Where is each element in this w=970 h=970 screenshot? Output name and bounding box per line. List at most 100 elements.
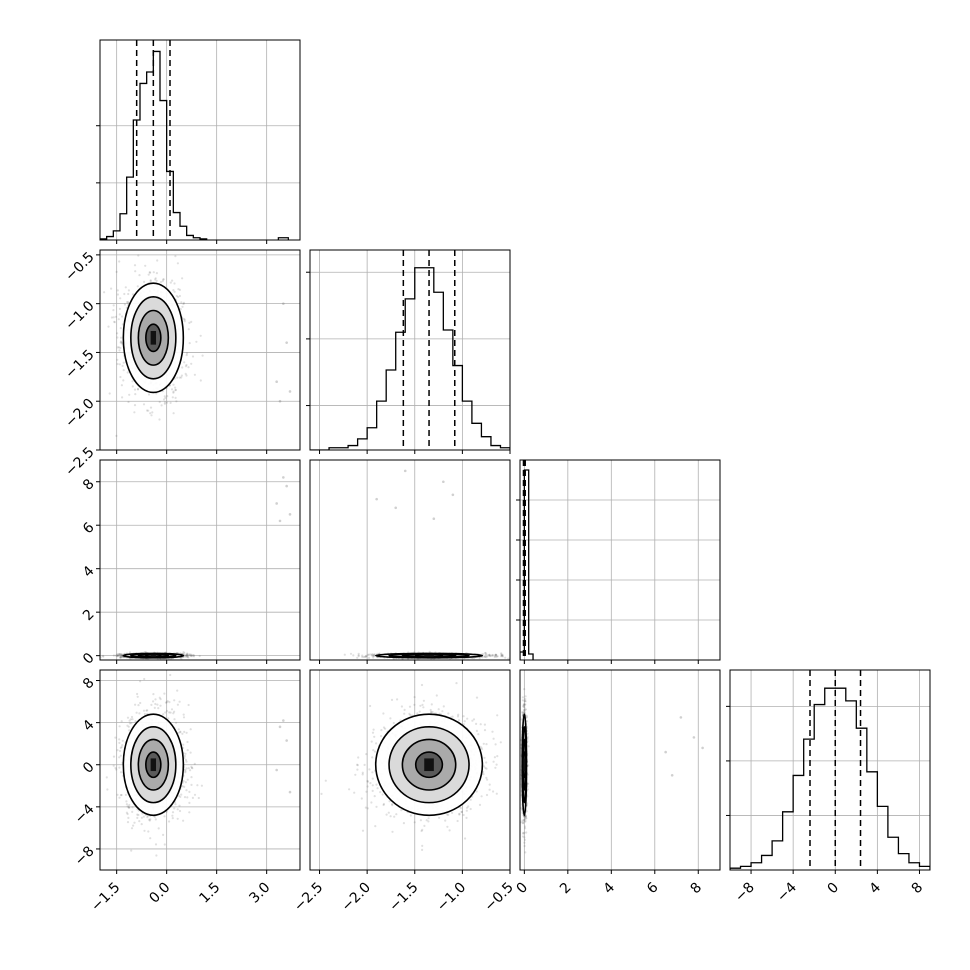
- scatter-point: [494, 653, 497, 656]
- scatter-point: [504, 656, 507, 659]
- scatter-point: [120, 655, 123, 659]
- scatter-point: [172, 383, 175, 386]
- scatter-point: [190, 653, 193, 656]
- scatter-point: [164, 701, 168, 704]
- density-peak: [150, 654, 157, 657]
- scatter-point: [126, 821, 130, 824]
- scatter-point: [126, 371, 129, 374]
- scatter-point: [114, 766, 117, 770]
- scatter-point: [112, 654, 115, 657]
- scatter-point: [115, 654, 118, 657]
- scatter-point: [361, 654, 364, 657]
- scatter-point: [119, 656, 122, 659]
- scatter-outlier: [278, 399, 282, 403]
- scatter-point: [182, 713, 185, 716]
- scatter-outlier: [394, 506, 398, 510]
- scatter-point: [181, 305, 184, 308]
- scatter-point: [165, 401, 169, 404]
- y-tick-label: −0.5: [62, 249, 97, 284]
- panel-2-2: [516, 459, 721, 664]
- scatter-point: [102, 655, 105, 658]
- scatter-point: [118, 654, 121, 657]
- scatter-point: [143, 280, 146, 283]
- scatter-point: [481, 656, 484, 659]
- scatter-point: [501, 654, 504, 658]
- scatter-point: [168, 820, 171, 823]
- scatter-point: [178, 294, 181, 298]
- scatter-point: [500, 652, 503, 655]
- scatter-point: [110, 316, 113, 319]
- panel-content: [100, 476, 292, 660]
- scatter-point: [120, 655, 123, 658]
- scatter-point: [149, 279, 152, 282]
- scatter-outlier: [282, 302, 285, 305]
- scatter-outlier: [275, 502, 278, 505]
- scatter-point: [186, 653, 189, 656]
- scatter-point: [155, 272, 158, 275]
- scatter-point: [149, 818, 152, 821]
- scatter-point: [107, 325, 110, 328]
- scatter-point: [153, 706, 156, 710]
- scatter-point: [516, 655, 518, 657]
- scatter-point: [177, 288, 180, 291]
- scatter-point: [121, 315, 124, 318]
- scatter-point: [154, 277, 157, 280]
- scatter-point: [171, 279, 174, 282]
- scatter-point: [171, 817, 174, 820]
- scatter-point: [378, 652, 381, 655]
- scatter-point: [189, 654, 192, 657]
- scatter-point: [119, 341, 122, 344]
- scatter-point: [112, 764, 115, 767]
- scatter-point: [130, 827, 134, 830]
- scatter-point: [485, 653, 488, 656]
- y-tick-label: 6: [80, 520, 98, 538]
- scatter-point: [130, 722, 133, 725]
- scatter-point: [181, 277, 184, 280]
- scatter-point: [174, 386, 177, 389]
- scatter-point: [507, 657, 510, 660]
- scatter-point: [127, 725, 130, 728]
- scatter-point: [112, 304, 115, 307]
- scatter-point: [189, 728, 192, 731]
- scatter-point: [372, 656, 375, 659]
- scatter-point: [494, 653, 497, 657]
- scatter-point: [166, 395, 169, 398]
- gridlines: [319, 460, 463, 660]
- scatter-point: [120, 341, 123, 344]
- scatter-point: [147, 409, 150, 412]
- scatter-point: [151, 411, 154, 414]
- scatter-point: [472, 657, 476, 660]
- scatter-point: [116, 653, 119, 656]
- scatter-point: [118, 363, 121, 366]
- scatter-point: [193, 373, 196, 376]
- scatter-point: [155, 279, 158, 282]
- panel-frame: [99, 459, 301, 661]
- scatter-point: [129, 718, 132, 721]
- scatter-point: [494, 653, 497, 656]
- y-tick-label: 8: [80, 476, 98, 494]
- scatter-point: [183, 361, 186, 364]
- scatter-point: [178, 288, 181, 291]
- scatter-point: [121, 364, 124, 367]
- scatter-point: [176, 376, 179, 379]
- scatter-point: [119, 653, 122, 656]
- gridlines: [520, 460, 720, 660]
- scatter-point: [116, 358, 119, 361]
- y-tick-label: −2.0: [62, 396, 97, 431]
- scatter-point: [112, 755, 116, 758]
- scatter-point: [495, 655, 498, 658]
- scatter-point: [115, 434, 118, 437]
- scatter-point: [191, 796, 194, 800]
- scatter-point: [164, 711, 167, 714]
- scatter-point: [106, 788, 109, 791]
- scatter-point: [162, 833, 165, 837]
- scatter-outlier: [403, 469, 407, 473]
- scatter-point: [163, 402, 166, 405]
- scatter-point: [357, 654, 360, 657]
- scatter-outlier: [288, 513, 292, 516]
- scatter-point: [484, 651, 487, 655]
- scatter-point: [125, 811, 128, 814]
- scatter-point: [185, 654, 188, 657]
- scatter-point: [123, 292, 126, 296]
